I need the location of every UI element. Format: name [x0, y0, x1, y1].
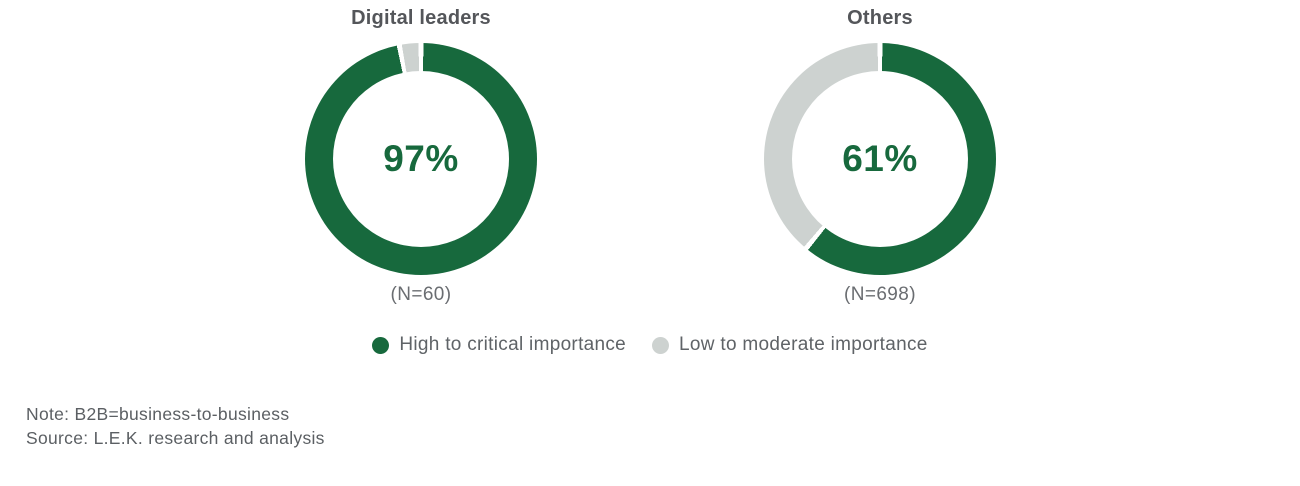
donut-chart: 97%: [305, 43, 537, 275]
legend-label: High to critical importance: [399, 334, 627, 355]
donut-hole: 61%: [792, 71, 968, 247]
sample-size-label: (N=698): [844, 284, 916, 305]
legend: High to critical importance Low to moder…: [0, 334, 1300, 356]
donut-hole: 97%: [333, 71, 509, 247]
legend-item: Low to moderate importance: [652, 334, 928, 356]
legend-label: Low to moderate importance: [679, 334, 928, 355]
legend-item: High to critical importance: [372, 334, 626, 356]
chart-digital-leaders: Digital leaders 97% (N=60): [271, 6, 571, 306]
chart-title: Digital leaders: [351, 7, 491, 29]
legend-dot-high-icon: [372, 336, 390, 354]
percentage-label: 61%: [842, 138, 918, 179]
footnotes: Note: B2B=business-to-business Source: L…: [26, 403, 325, 450]
chart-others: Others 61% (N=698): [730, 6, 1030, 306]
note-text: Note: B2B=business-to-business: [26, 404, 290, 424]
source-text: Source: L.E.K. research and analysis: [26, 427, 325, 448]
percentage-label: 97%: [383, 138, 459, 179]
chart-title: Others: [847, 7, 913, 29]
donut-chart: 61%: [764, 43, 996, 275]
sample-size-label: (N=60): [390, 284, 452, 305]
legend-dot-low-icon: [652, 336, 670, 354]
